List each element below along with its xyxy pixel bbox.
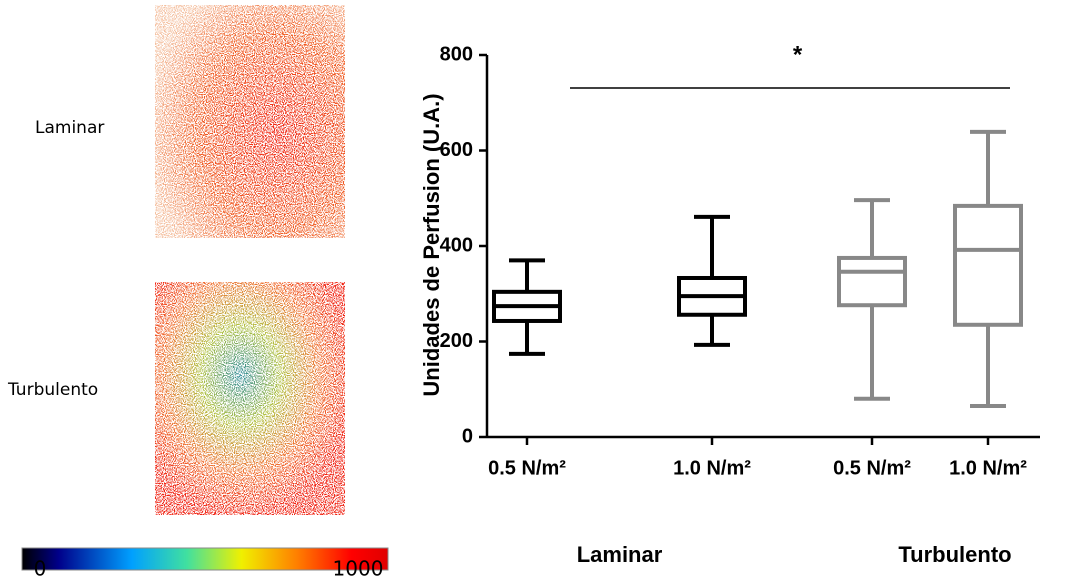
perfusion-image-turbulento <box>155 282 345 515</box>
y-tick-label: 400 <box>440 234 473 256</box>
box-plot: 0 200 400 600 800 0.5 N/m² 1.0 N/m² 0.5 N/m² 1.0… <box>440 41 1040 567</box>
x-tick-label: 0.5 N/m² <box>488 457 566 479</box>
y-tick-label: 600 <box>440 139 473 161</box>
box <box>837 255 907 308</box>
box <box>953 203 1023 327</box>
x-tick-label: 1.0 N/m² <box>673 457 751 479</box>
x-tick-label: 0.5 N/m² <box>833 457 911 479</box>
group-label: Laminar <box>577 542 663 567</box>
image-label: Laminar <box>35 118 104 138</box>
significance-label: * <box>793 41 803 68</box>
colorbar-label: 1000 <box>333 557 384 581</box>
image-label: Turbulento <box>7 380 98 400</box>
y-tick-label: 800 <box>440 43 473 65</box>
y-tick-label: 0 <box>462 425 473 447</box>
colorbar <box>21 547 389 571</box>
group-label: Turbulento <box>898 542 1011 567</box>
perfusion-image-laminar <box>155 5 345 238</box>
y-axis-label: Unidades de Perfusion (U.A.) <box>419 93 444 396</box>
colorbar-label: 0 <box>34 557 47 581</box>
y-tick-label: 200 <box>440 330 473 352</box>
x-tick-label: 1.0 N/m² <box>949 457 1027 479</box>
